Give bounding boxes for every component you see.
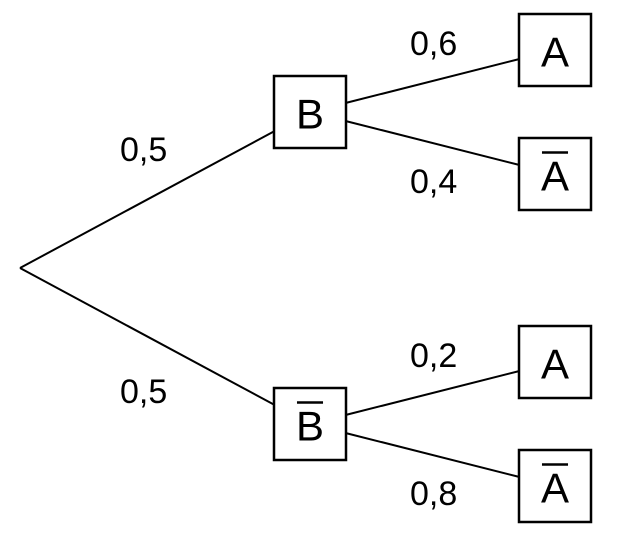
tree-node: A	[519, 450, 591, 522]
tree-node: A	[519, 138, 591, 210]
node-label: A	[541, 465, 569, 512]
node-label: A	[541, 153, 569, 200]
node-label: A	[541, 29, 569, 76]
tree-edge	[346, 121, 519, 165]
edge-probability-label: 0,4	[410, 163, 457, 201]
edge-probability-label: 0,6	[410, 25, 457, 63]
tree-node: A	[519, 326, 591, 398]
edge-probability-label: 0,5	[120, 373, 167, 411]
node-label: B	[296, 91, 324, 138]
tree-edge	[346, 371, 519, 415]
tree-node: B	[274, 388, 346, 460]
tree-node: B	[274, 76, 346, 148]
edge-probability-label: 0,2	[410, 337, 457, 375]
probability-tree-diagram: 0,5 0,5 0,6 0,4 0,2 0,8 B B A A A A	[0, 0, 623, 536]
tree-node: A	[519, 14, 591, 86]
tree-edge	[346, 59, 519, 103]
tree-edge	[346, 433, 519, 477]
node-label: B	[296, 403, 324, 450]
node-label: A	[541, 341, 569, 388]
edge-probability-label: 0,8	[410, 475, 457, 513]
edge-probability-label: 0,5	[120, 131, 167, 169]
